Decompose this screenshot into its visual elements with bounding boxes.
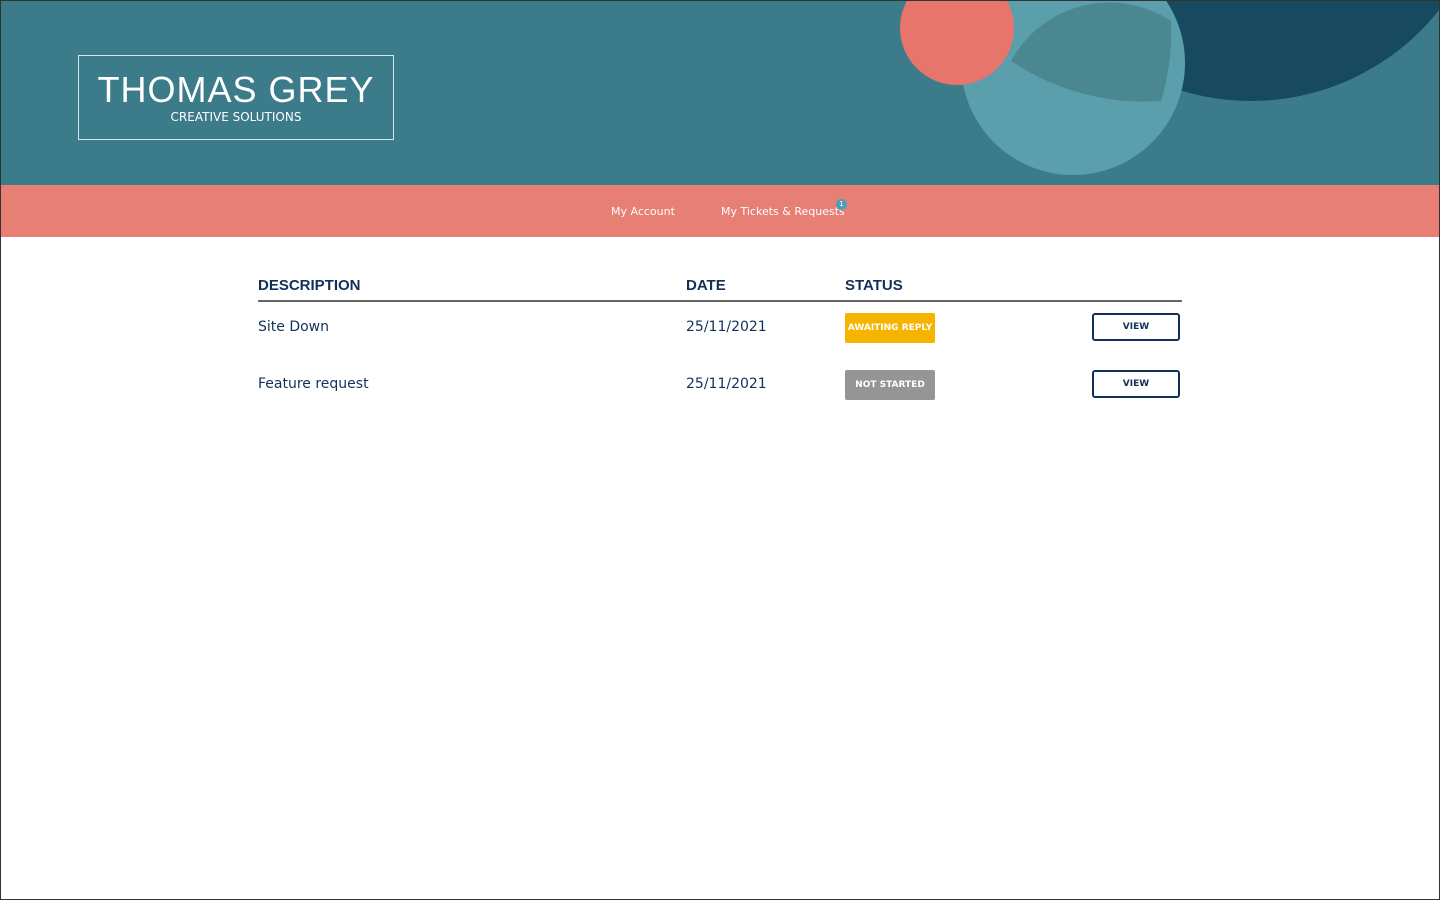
nav-link[interactable]: My Account	[611, 205, 675, 218]
column-header: STATUS	[845, 277, 903, 294]
status-badge: AWAITING REPLY	[845, 313, 935, 343]
date: 25/11/2021	[686, 376, 767, 392]
view-button[interactable]: VIEW	[1092, 313, 1180, 341]
column-header: DESCRIPTION	[258, 277, 361, 294]
nav-bar: My Account My Tickets & Requests	[1, 185, 1439, 237]
header-rule	[258, 300, 1182, 302]
description: Site Down	[258, 319, 329, 335]
tagline: CREATIVE SOLUTIONS	[170, 110, 302, 124]
column-header: DATE	[686, 277, 726, 294]
brand: THOMAS GREY	[97, 69, 375, 110]
view-button[interactable]: VIEW	[1092, 370, 1180, 398]
description: Feature request	[258, 376, 369, 392]
logo[interactable]: THOMAS GREY CREATIVE SOLUTIONS	[78, 55, 394, 140]
decoration	[900, 1, 1439, 175]
date: 25/11/2021	[686, 319, 767, 335]
nav-link[interactable]: My Tickets & Requests	[721, 205, 845, 218]
header: THOMAS GREY CREATIVE SOLUTIONS	[1, 1, 1439, 185]
badge: 1	[836, 199, 847, 210]
status-badge: NOT STARTED	[845, 370, 935, 400]
